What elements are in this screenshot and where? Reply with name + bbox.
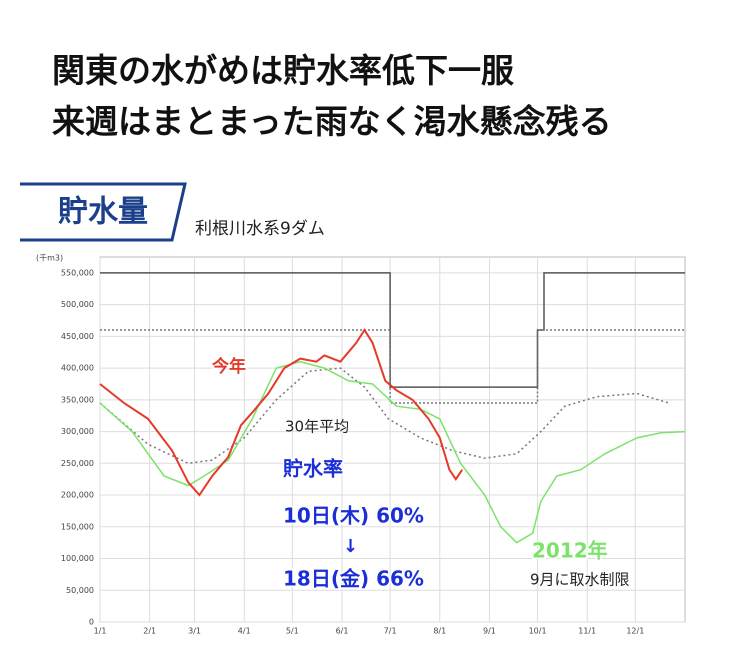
y-unit: (千m3) <box>36 253 63 263</box>
legend-label: 30年平均 <box>285 418 349 436</box>
x-tick-label: 9/1 <box>483 627 496 636</box>
annotation: ↓ <box>343 536 358 557</box>
y-tick-label: 50,000 <box>66 586 94 595</box>
x-tick-label: 3/1 <box>188 627 201 636</box>
series-line <box>99 328 464 497</box>
title-box <box>20 182 187 242</box>
x-tick-label: 4/1 <box>238 627 251 636</box>
y-tick-label: 150,000 <box>61 522 94 531</box>
x-tick-label: 5/1 <box>286 627 299 636</box>
y-tick-label: 450,000 <box>61 332 94 341</box>
annotation: 貯水率 <box>283 457 343 481</box>
series-line <box>100 329 685 404</box>
y-tick-label: 300,000 <box>61 427 94 436</box>
y-tick-label: 250,000 <box>61 459 94 468</box>
chart-title: 貯水量 <box>58 195 148 230</box>
x-tick-label: 11/1 <box>578 627 596 636</box>
x-tick-label: 1/1 <box>94 627 107 636</box>
headline: 関東の水がめは貯水率低下一服 <box>52 51 514 90</box>
y-tick-label: 550,000 <box>61 268 94 277</box>
y-tick-label: 400,000 <box>61 364 94 373</box>
y-tick-label: 200,000 <box>61 491 94 500</box>
chart-bg <box>20 182 750 654</box>
annotation: 18日(金) 66% <box>283 567 424 591</box>
x-tick-label: 6/1 <box>336 627 349 636</box>
series-line <box>100 272 685 388</box>
series-line <box>99 367 670 465</box>
annotation: 9月に取水制限 <box>530 571 630 589</box>
x-tick-label: 8/1 <box>433 627 446 636</box>
y-tick-label: 100,000 <box>61 554 94 563</box>
y-tick-label: 350,000 <box>61 395 94 404</box>
y-tick-label: 0 <box>89 618 94 627</box>
headline: 来週はまとまった雨なく渇水懸念残る <box>52 102 612 141</box>
x-tick-label: 2/1 <box>143 627 156 636</box>
annotation: 10日(木) 60% <box>283 504 424 528</box>
x-tick-label: 10/1 <box>529 627 547 636</box>
y-tick-label: 500,000 <box>61 300 94 309</box>
x-tick-label: 12/1 <box>626 627 644 636</box>
chart-subtitle: 利根川水系9ダム <box>195 219 325 239</box>
x-tick-label: 7/1 <box>384 627 397 636</box>
legend-label: 2012年 <box>532 539 608 563</box>
legend-label: 今年 <box>212 356 246 377</box>
